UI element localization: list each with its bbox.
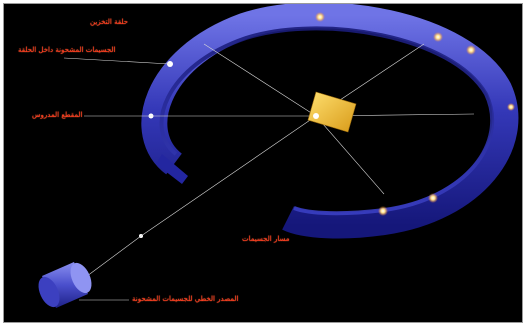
ring-marker: [315, 12, 325, 22]
label-top-title: حلقة التخزين: [90, 18, 129, 26]
ring-marker: [466, 45, 476, 55]
label-center: المقطع المدروس: [32, 111, 83, 119]
ring-marker: [433, 32, 443, 42]
ring-markers: [139, 12, 515, 238]
diagram-canvas: حلقة التخزين الجسيمات المشحونة داخل الحل…: [3, 3, 523, 323]
diagram-graphic: [38, 4, 519, 308]
target-plate-icon: [307, 91, 357, 133]
source-cylinder-icon: [38, 262, 92, 308]
label-top-subtitle: الجسيمات المشحونة داخل الحلقة: [18, 46, 116, 54]
ring-marker: [507, 103, 515, 111]
leader-lines: [63, 43, 475, 301]
ring-marker: [428, 193, 438, 203]
label-bottom: المصدر الخطي للجسيمات المشحونة: [132, 295, 239, 303]
label-middle: مسار الجسيمات: [242, 235, 290, 243]
ring-marker: [378, 206, 388, 216]
